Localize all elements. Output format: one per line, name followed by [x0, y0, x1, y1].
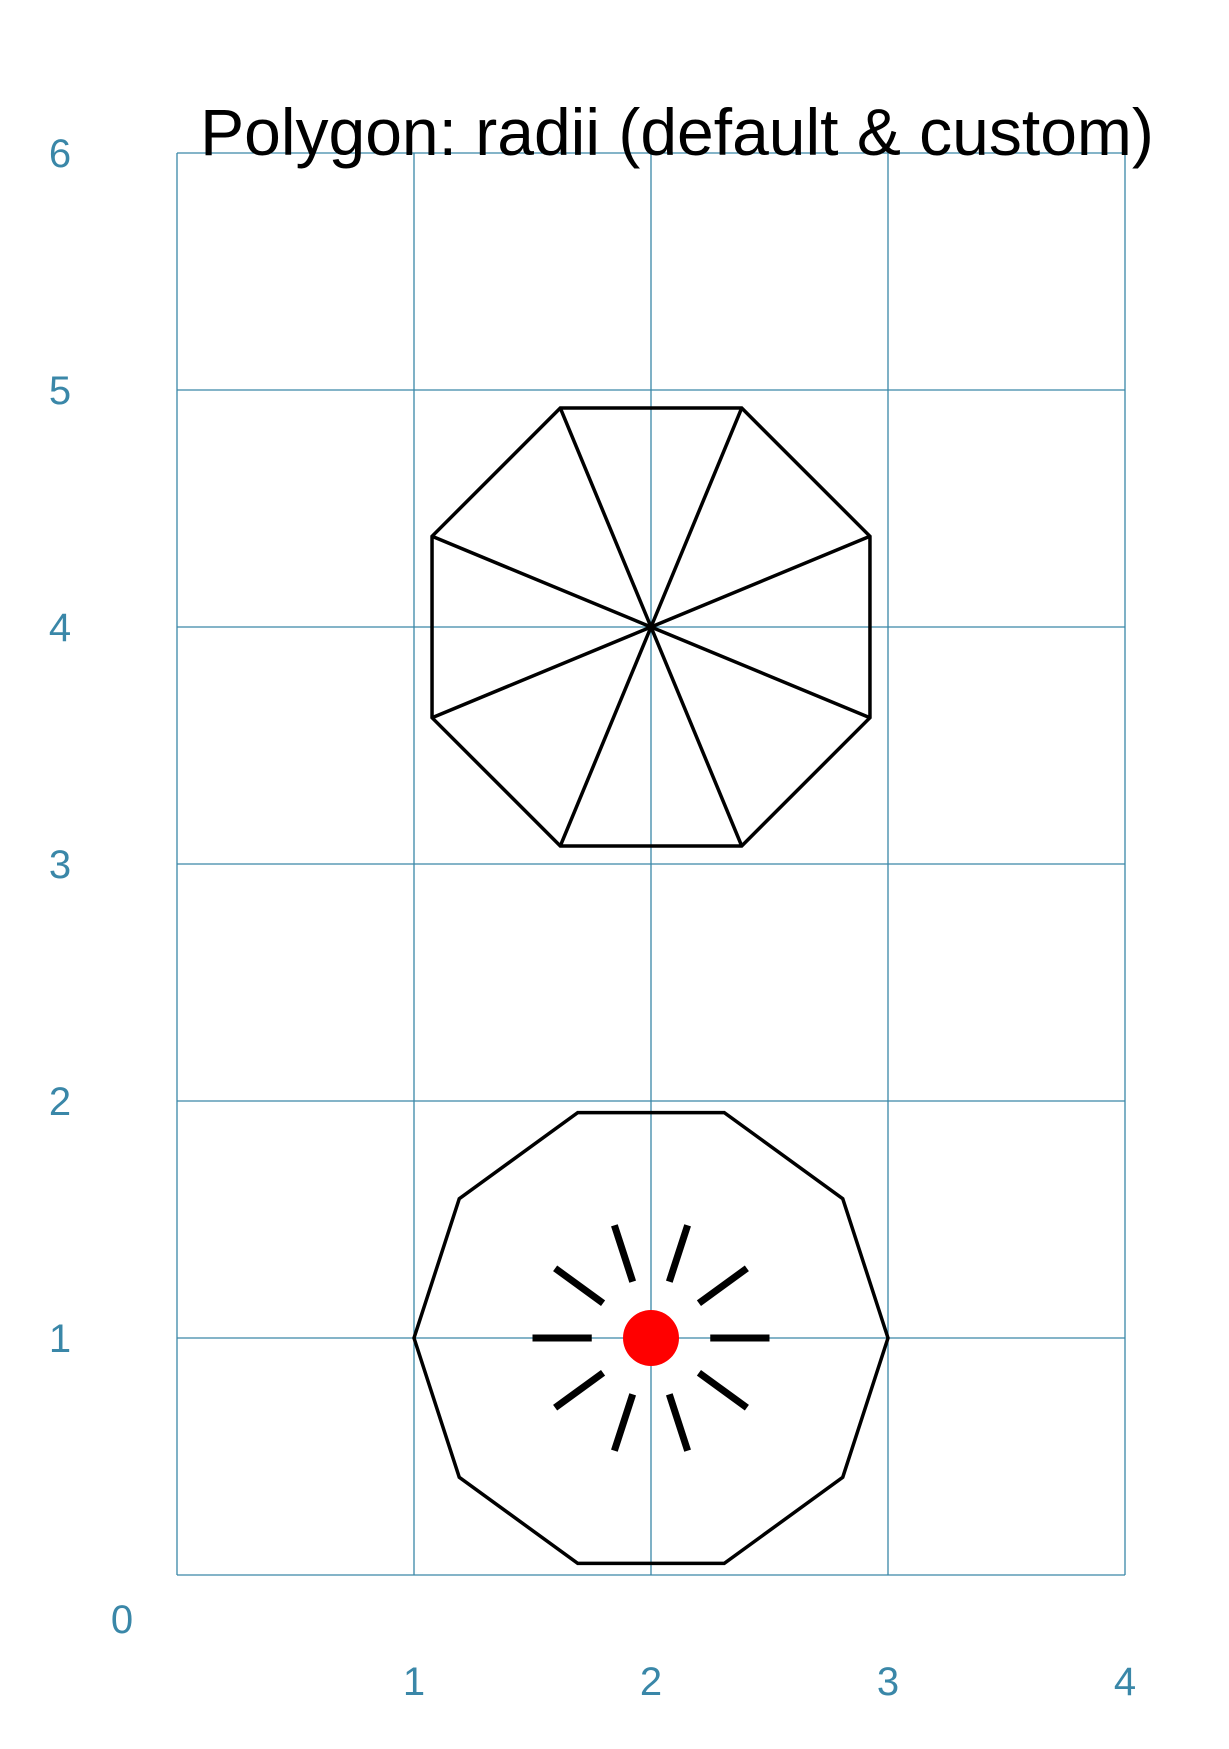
octagon-radius [650, 534, 871, 629]
decagon-radius-mark [696, 1265, 749, 1307]
decagon-radius-mark [611, 1393, 637, 1452]
decagon-radius-mark [665, 1224, 691, 1283]
x-tick-label: 3 [877, 1660, 899, 1704]
x-tick-label: 4 [1114, 1660, 1136, 1704]
decagon-radius-mark [553, 1265, 606, 1307]
decagon-radius-mark [696, 1369, 749, 1411]
octagon-radius [558, 407, 653, 628]
y-tick-label: 4 [49, 606, 71, 650]
y-tick-label: 1 [49, 1317, 71, 1361]
x-tick-label: 2 [640, 1660, 662, 1704]
octagon-radius [649, 407, 744, 628]
decagon-radius-mark [611, 1224, 637, 1283]
y-tick-label: 6 [49, 132, 71, 176]
y-tick-label: 2 [49, 1080, 71, 1124]
x-tick-label: 1 [403, 1660, 425, 1704]
octagon-radius [650, 625, 871, 720]
tick-labels: 1 2 3 4 0 1 2 3 4 5 6 [49, 132, 1136, 1704]
center-dot [623, 1310, 679, 1366]
octagon-radius [431, 534, 652, 629]
diagram-title: Polygon: radii (default & custom) [200, 95, 1154, 169]
octagon-radius [431, 625, 652, 720]
octagon-radius [649, 626, 744, 847]
decagon-outline [412, 1110, 890, 1566]
shapes [412, 406, 890, 1566]
octagon-radius [558, 626, 653, 847]
y-tick-label: 0 [111, 1598, 133, 1642]
decagon-radius-mark [553, 1369, 606, 1411]
decagon-radius-mark [665, 1393, 691, 1452]
y-tick-label: 5 [49, 369, 71, 413]
y-tick-label: 3 [49, 843, 71, 887]
